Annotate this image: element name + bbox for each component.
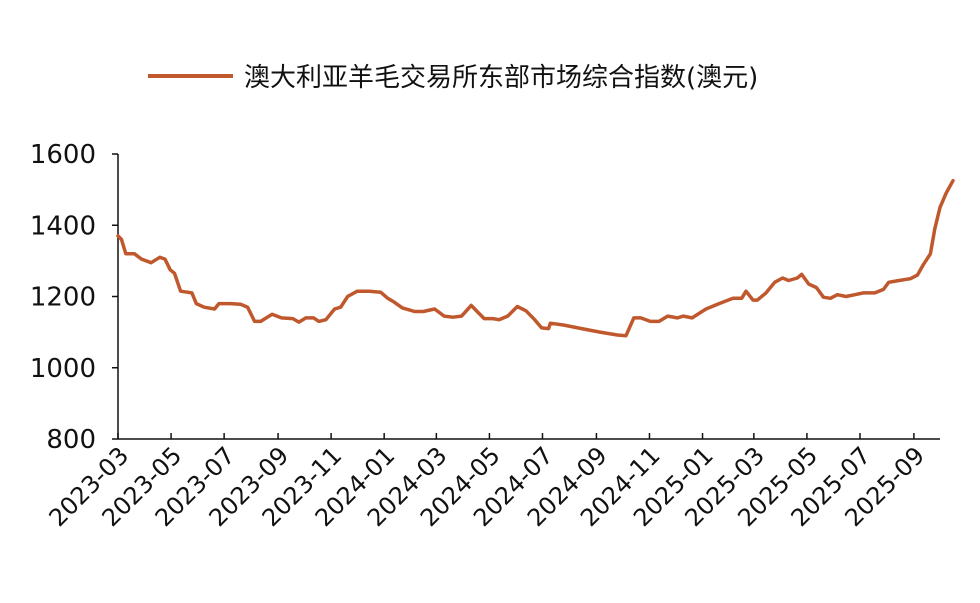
series-line — [116, 178, 955, 338]
axes — [117, 154, 940, 440]
x-ticks: 2023-032023-052023-072023-092023-112024-… — [44, 433, 930, 532]
legend: 澳大利亚羊毛交易所东部市场综合指数(澳元) — [148, 63, 758, 93]
y-tick-label: 800 — [46, 425, 96, 455]
y-ticks: 1600 1400 1200 1000 800 — [30, 140, 118, 455]
y-tick-label: 1200 — [30, 283, 96, 313]
legend-label: 澳大利亚羊毛交易所东部市场综合指数(澳元) — [244, 63, 758, 93]
y-tick-label: 1000 — [30, 354, 96, 384]
y-tick-label: 1400 — [30, 211, 96, 241]
y-tick-label: 1600 — [30, 140, 96, 170]
